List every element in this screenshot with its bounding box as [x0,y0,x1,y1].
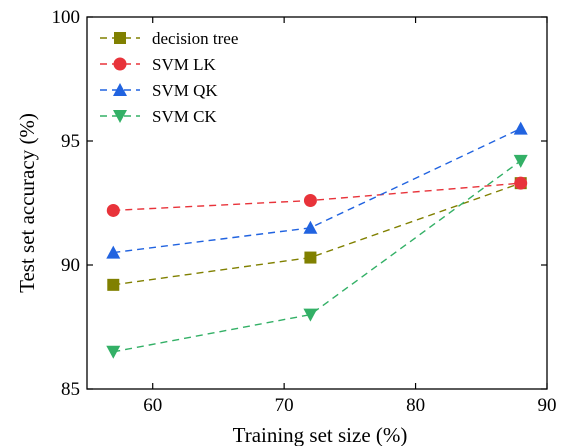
axes: 60 70 80 90 85 90 95 100 [52,7,557,416]
legend-marker-svm-lk [113,57,127,71]
legend-marker-decision-tree [114,32,126,44]
series-svm-lk [106,176,528,217]
series-layer [106,121,528,359]
series-svm-qk [106,121,528,259]
data-point-svm-ck [303,308,318,322]
legend-marker-svm-ck [113,110,127,123]
legend-label-svm-ck: SVM CK [152,107,217,126]
data-point-svm-qk [106,245,121,259]
legend-marker-svm-qk [113,83,127,96]
y-tick-label: 90 [61,255,80,276]
legend-label-svm-qk: SVM QK [152,81,218,100]
data-point-svm-lk [106,203,120,217]
y-tick-label: 95 [61,131,80,152]
data-point-decision-tree [107,278,120,291]
data-point-decision-tree [304,251,317,264]
legend: decision tree SVM LK SVM QK SVM CK [100,29,238,126]
data-point-svm-ck [513,154,528,168]
data-point-svm-qk [513,121,528,135]
y-axis-title: Test set accuracy (%) [15,113,39,293]
legend-label-decision-tree: decision tree [152,29,238,48]
plot-frame [86,16,548,390]
series-line-decision-tree [113,182,521,286]
x-axis-title: Training set size (%) [233,423,408,446]
x-tick-label: 70 [275,395,294,416]
series-line-svm-qk [113,127,522,254]
series-decision-tree [107,177,527,291]
data-point-svm-ck [106,345,121,359]
y-tick-label: 85 [61,379,80,400]
data-point-svm-lk [303,194,317,208]
x-tick-label: 60 [143,395,162,416]
data-point-svm-lk [514,176,528,190]
series-svm-ck [106,154,528,359]
y-tick-label: 100 [52,7,81,28]
data-point-svm-qk [303,220,318,234]
x-tick-label: 90 [538,395,557,416]
x-tick-label: 80 [406,395,425,416]
series-line-svm-ck [113,160,522,353]
legend-label-svm-lk: SVM LK [152,55,216,74]
